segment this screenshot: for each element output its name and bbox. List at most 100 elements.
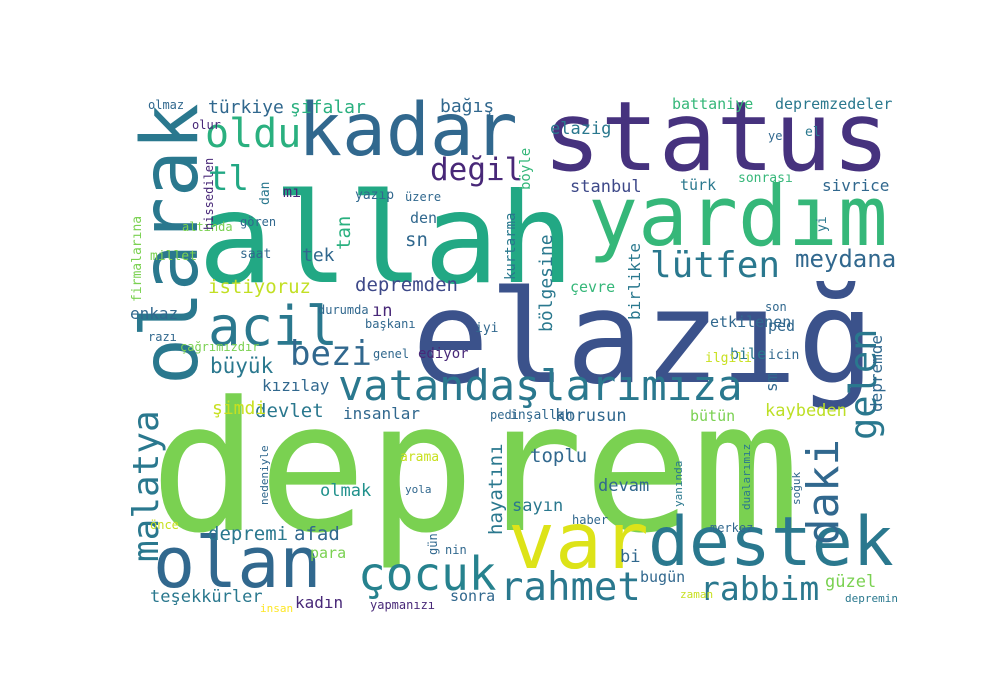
word: kadın bbox=[295, 593, 343, 612]
word: bölgesine bbox=[536, 234, 557, 332]
word: rabbim bbox=[700, 569, 819, 608]
word: elazığ bbox=[412, 264, 874, 413]
word: kızılay bbox=[262, 376, 330, 395]
word: depremden bbox=[355, 274, 458, 296]
word: önce bbox=[150, 518, 179, 532]
word: battaniye bbox=[672, 95, 753, 113]
word: rahmet bbox=[500, 565, 641, 610]
word: daki bbox=[798, 439, 849, 545]
word: çevre bbox=[570, 278, 615, 296]
word: güzel bbox=[825, 572, 876, 592]
word: olan bbox=[153, 522, 322, 604]
word: devam bbox=[598, 476, 649, 496]
word: status bbox=[543, 81, 890, 193]
word: ye bbox=[768, 129, 782, 143]
word: ped bbox=[768, 317, 795, 335]
word: altında bbox=[182, 220, 233, 234]
word: enkaz bbox=[130, 304, 178, 323]
word: inşallah bbox=[510, 408, 573, 423]
word: millet bbox=[150, 249, 197, 264]
word: türkiye bbox=[208, 97, 284, 118]
word: destek bbox=[648, 503, 894, 582]
word: yola bbox=[405, 483, 432, 496]
word: dualarımız bbox=[740, 444, 753, 510]
word: durumda bbox=[318, 303, 369, 317]
word: sm bbox=[762, 373, 781, 392]
word: bi bbox=[620, 547, 640, 567]
word: ediyor bbox=[418, 346, 469, 362]
word: toplu bbox=[530, 445, 587, 467]
word: yapmanızı bbox=[370, 598, 435, 612]
word: bile bbox=[730, 345, 766, 363]
word: tan bbox=[333, 216, 355, 250]
word: olarak bbox=[126, 103, 216, 385]
word: merkez bbox=[710, 521, 753, 535]
word: yardım bbox=[588, 168, 888, 265]
word: değil bbox=[430, 152, 523, 188]
word: olur bbox=[192, 118, 221, 132]
word: istiyoruz bbox=[208, 276, 311, 298]
word: mı bbox=[283, 183, 301, 201]
word: depremde bbox=[867, 335, 886, 412]
word: hayatını bbox=[485, 443, 507, 535]
word: depremzedeler bbox=[775, 95, 892, 113]
word: yazıp bbox=[355, 188, 394, 203]
word: malatya bbox=[126, 410, 167, 562]
word: oldu bbox=[205, 111, 301, 157]
word: soğuk bbox=[790, 472, 803, 505]
word: var bbox=[508, 497, 649, 587]
word: şimdi bbox=[212, 398, 266, 419]
word: başkanı bbox=[365, 317, 416, 331]
word: den bbox=[410, 209, 437, 227]
word: lütfen bbox=[650, 245, 780, 286]
word: gün bbox=[426, 533, 440, 555]
word: hissedilen bbox=[202, 158, 216, 230]
word: depremi bbox=[208, 523, 288, 545]
word: pedi bbox=[490, 408, 519, 422]
word: stanbul bbox=[570, 177, 642, 197]
word: bezi bbox=[290, 334, 372, 374]
word: üzere bbox=[405, 190, 441, 204]
word: gelen bbox=[842, 329, 885, 440]
word: olmaz bbox=[148, 98, 184, 112]
word: elazig bbox=[550, 119, 611, 139]
word: kurtarma bbox=[503, 213, 519, 280]
word: allah bbox=[198, 167, 574, 312]
word: çocuk bbox=[358, 547, 496, 601]
word: şifalar bbox=[290, 97, 366, 118]
word: etkilenen bbox=[710, 313, 791, 331]
word: acil bbox=[208, 295, 338, 358]
word: meydana bbox=[795, 245, 896, 273]
word: nin bbox=[445, 543, 467, 557]
word: yi bbox=[815, 216, 830, 232]
word: bağış bbox=[440, 96, 494, 117]
word: çağrımızdır bbox=[180, 340, 259, 354]
word: büyük bbox=[210, 354, 274, 378]
word: insan bbox=[260, 602, 293, 615]
word: firmalarına bbox=[130, 216, 145, 302]
word: vatandaşlarımıza bbox=[338, 361, 743, 410]
word: tl bbox=[208, 159, 249, 199]
word: deprem bbox=[150, 364, 800, 573]
word: teşekkürler bbox=[150, 587, 263, 607]
word: zaman bbox=[680, 588, 713, 601]
word: kaybeden bbox=[765, 401, 847, 421]
word: ın bbox=[372, 301, 392, 321]
word: afad bbox=[294, 523, 340, 545]
word: genel bbox=[373, 347, 409, 361]
word: bugün bbox=[640, 568, 685, 586]
word: olmak bbox=[320, 481, 371, 501]
word: dan bbox=[258, 182, 273, 205]
word: gören bbox=[240, 215, 276, 229]
word: son bbox=[765, 300, 787, 314]
word: arama bbox=[400, 450, 439, 465]
word: depremin bbox=[845, 592, 898, 605]
word: birlikte bbox=[625, 243, 644, 320]
word: sonrası bbox=[738, 171, 793, 186]
word: el bbox=[805, 125, 821, 140]
word: insanlar bbox=[343, 404, 420, 423]
word: sayın bbox=[512, 496, 563, 516]
